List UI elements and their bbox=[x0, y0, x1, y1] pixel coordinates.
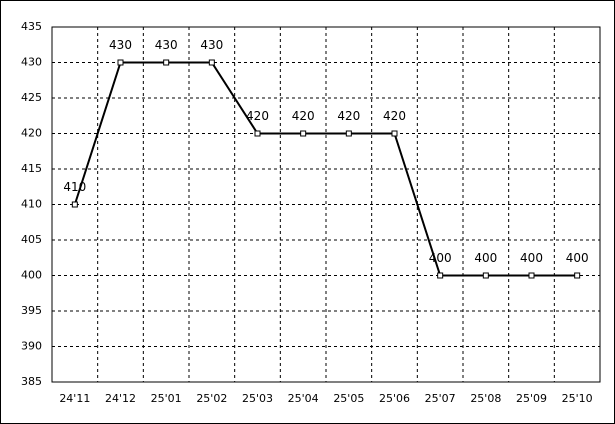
x-tick-label: 25'09 bbox=[516, 392, 547, 405]
data-point bbox=[208, 59, 215, 66]
data-label: 400 bbox=[429, 251, 452, 265]
data-line bbox=[73, 61, 578, 277]
data-point bbox=[437, 272, 444, 279]
y-tick-label: 385 bbox=[21, 375, 42, 388]
data-point bbox=[528, 272, 535, 279]
y-tick-label: 420 bbox=[21, 127, 42, 140]
y-tick-label: 395 bbox=[21, 304, 42, 317]
data-point bbox=[71, 201, 78, 208]
data-label: 420 bbox=[383, 109, 406, 123]
data-point bbox=[391, 130, 398, 137]
data-label: 400 bbox=[520, 251, 543, 265]
x-tick-label: 25'10 bbox=[562, 392, 593, 405]
y-tick-label: 435 bbox=[21, 20, 42, 33]
data-point bbox=[300, 130, 307, 137]
data-label: 410 bbox=[63, 180, 86, 194]
x-tick-label: 24'11 bbox=[59, 392, 90, 405]
data-label: 420 bbox=[337, 109, 360, 123]
data-point bbox=[482, 272, 489, 279]
y-tick-label: 425 bbox=[21, 91, 42, 104]
y-tick-label: 430 bbox=[21, 56, 42, 69]
data-point bbox=[117, 59, 124, 66]
x-tick-label: 25'06 bbox=[379, 392, 410, 405]
x-tick-label: 25'07 bbox=[425, 392, 456, 405]
plot-frame bbox=[51, 26, 601, 383]
y-tick-label: 390 bbox=[21, 340, 42, 353]
x-tick-label: 24'12 bbox=[105, 392, 136, 405]
x-tick-label: 25'01 bbox=[151, 392, 182, 405]
y-tick-label: 410 bbox=[21, 198, 42, 211]
data-point bbox=[574, 272, 581, 279]
y-tick-label: 405 bbox=[21, 233, 42, 246]
data-label: 400 bbox=[474, 251, 497, 265]
data-point bbox=[254, 130, 261, 137]
data-point bbox=[163, 59, 170, 66]
data-label: 420 bbox=[292, 109, 315, 123]
x-tick-label: 25'03 bbox=[242, 392, 273, 405]
data-label: 420 bbox=[246, 109, 269, 123]
y-tick-label: 415 bbox=[21, 162, 42, 175]
x-tick-label: 25'04 bbox=[288, 392, 319, 405]
data-label: 400 bbox=[566, 251, 589, 265]
data-label: 430 bbox=[155, 38, 178, 52]
y-tick-label: 400 bbox=[21, 269, 42, 282]
data-label: 430 bbox=[200, 38, 223, 52]
data-label: 430 bbox=[109, 38, 132, 52]
data-point bbox=[345, 130, 352, 137]
x-tick-label: 25'05 bbox=[333, 392, 364, 405]
x-tick-label: 25'08 bbox=[470, 392, 501, 405]
x-tick-label: 25'02 bbox=[196, 392, 227, 405]
